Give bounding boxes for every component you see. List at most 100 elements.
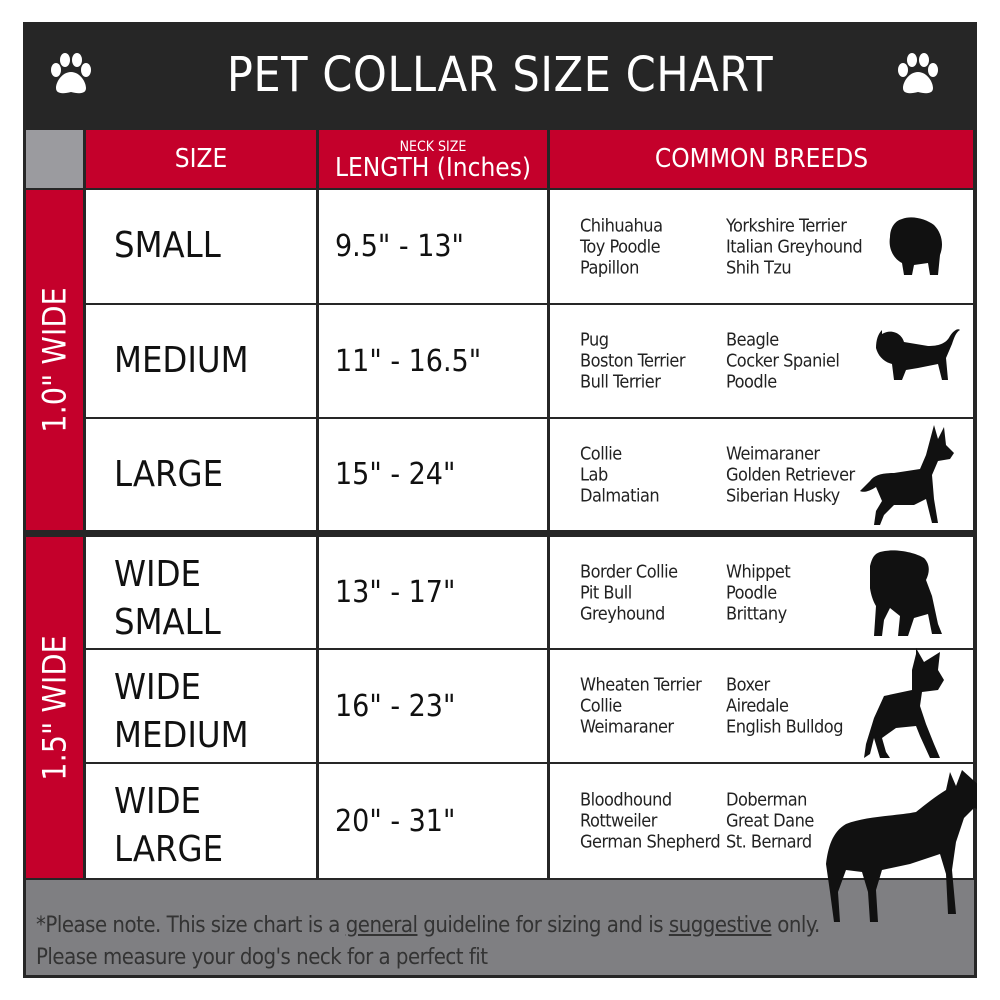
- size-cell: LARGE: [86, 419, 316, 530]
- length-cell: 15" - 24": [319, 419, 547, 530]
- breeds-list-a: Chihuahua Toy Poodle Papillon: [580, 215, 663, 278]
- large-dog-silhouette-icon: [860, 424, 954, 525]
- breed-name: Doberman: [726, 789, 807, 811]
- breed-name: Greyhound: [580, 603, 665, 624]
- page-title: PET COLLAR SIZE CHART: [226, 46, 774, 103]
- bulldog-silhouette-icon: [870, 549, 942, 636]
- breeds-list-b: Yorkshire Terrier Italian Greyhound Shih T…: [726, 215, 863, 278]
- length-value: 9.5" - 13": [335, 229, 464, 264]
- breed-name: Yorkshire Terrier: [726, 215, 847, 236]
- group-label-1-0-wide: 1.0" WIDE: [26, 190, 83, 530]
- length-value: 11" - 16.5": [335, 343, 482, 379]
- breed-name: Whippet: [726, 561, 791, 582]
- header-length-label: LENGTH (Inches): [334, 153, 532, 183]
- length-value: 13" - 17": [335, 575, 456, 610]
- breed-name: German Shepherd: [580, 831, 721, 853]
- size-word: LARGE: [114, 829, 224, 870]
- size-word: LARGE: [114, 454, 224, 495]
- header-length: NECK SIZE LENGTH (Inches): [319, 130, 547, 188]
- header-size-label: SIZE: [174, 144, 228, 174]
- breeds-list-b: Boxer Airedale English Bulldog: [726, 675, 843, 738]
- breed-name: Great Dane: [726, 810, 814, 832]
- breed-name: Bloodhound: [580, 789, 672, 811]
- size-word: MEDIUM: [114, 340, 249, 381]
- size-word: SMALL: [114, 225, 221, 266]
- header-breeds: COMMON BREEDS: [550, 130, 973, 188]
- pitbull-silhouette-icon: [864, 648, 944, 758]
- breeds-cell: Collie Lab Dalmatian Weimaraner Golden Retr…: [550, 419, 973, 530]
- breeds-list-a: Bloodhound Rottweiler German Shepherd: [580, 789, 721, 853]
- small-dog-silhouette-icon: [889, 216, 942, 275]
- header-breeds-label: COMMON BREEDS: [654, 144, 869, 174]
- length-cell: 13" - 17": [319, 537, 547, 648]
- size-word: WIDE: [114, 667, 201, 708]
- breed-name: Shih Tzu: [726, 257, 792, 278]
- breed-name: Pug: [580, 329, 609, 351]
- length-value: 16" - 23": [335, 688, 456, 724]
- footer-underline: general: [345, 913, 418, 938]
- length-cell: 11" - 16.5": [319, 305, 547, 417]
- footer-text: *Please note. This size chart is a: [36, 913, 346, 938]
- breed-name: Boston Terrier: [580, 350, 686, 372]
- breed-name: Dalmatian: [580, 485, 660, 506]
- breed-name: Rottweiler: [580, 810, 657, 832]
- size-cell: WIDE MEDIUM: [86, 650, 316, 762]
- breeds-list-a: Wheaten Terrier Collie Weimaraner: [580, 674, 702, 738]
- breed-name: Airedale: [726, 695, 789, 717]
- breeds-list-a: Border Collie Pit Bull Greyhound: [580, 561, 678, 624]
- breed-name: Italian Greyhound: [726, 236, 863, 257]
- breed-name: Pit Bull: [580, 582, 632, 603]
- breed-name: Collie: [580, 443, 622, 464]
- breeds-list-a: Collie Lab Dalmatian: [580, 443, 660, 506]
- breeds-list-b: Doberman Great Dane St. Bernard: [726, 790, 814, 853]
- group-divider: [23, 530, 977, 537]
- breed-name: Poodle: [726, 582, 777, 603]
- size-cell: MEDIUM: [86, 305, 316, 417]
- breed-name: Siberian Husky: [726, 485, 840, 506]
- length-value: 15" - 24": [335, 457, 456, 492]
- breed-name: Lab: [580, 464, 608, 485]
- footer-text: only.: [771, 913, 820, 938]
- footer-text: guideline for sizing and is: [417, 913, 669, 938]
- breed-name: Collie: [580, 695, 622, 717]
- breeds-cell: Pug Boston Terrier Bull Terrier Beagle Cock…: [550, 305, 973, 417]
- breed-name: Border Collie: [580, 561, 678, 582]
- size-cell: SMALL: [86, 190, 316, 303]
- length-cell: 16" - 23": [319, 650, 547, 762]
- breed-name: Brittany: [726, 603, 787, 624]
- breed-name: Wheaten Terrier: [580, 674, 702, 696]
- header-corner: [26, 130, 83, 188]
- length-cell: 20" - 31": [319, 764, 547, 878]
- breeds-list-b: Beagle Cocker Spaniel Poodle: [726, 329, 840, 393]
- size-word: MEDIUM: [114, 715, 249, 756]
- breed-name: Chihuahua: [580, 215, 663, 236]
- breed-name: Beagle: [726, 329, 779, 351]
- breed-name: Poodle: [726, 371, 777, 393]
- footer-underline: suggestive: [668, 913, 772, 938]
- header-neck-size-label: NECK SIZE: [399, 139, 467, 155]
- medium-dog-silhouette-icon: [876, 329, 960, 380]
- breed-name: Bull Terrier: [580, 371, 661, 393]
- breed-name: Golden Retriever: [726, 464, 855, 485]
- size-word: SMALL: [114, 602, 221, 643]
- size-word: WIDE: [114, 554, 201, 595]
- footer-line-2: Please measure your dog's neck for a per…: [36, 945, 488, 970]
- breed-name: Toy Poodle: [580, 236, 661, 257]
- size-cell: WIDE SMALL: [86, 537, 316, 648]
- breed-name: Papillon: [580, 257, 639, 278]
- breed-name: Cocker Spaniel: [726, 350, 840, 372]
- breed-name: St. Bernard: [726, 831, 812, 853]
- paw-icon: [898, 53, 938, 94]
- breed-name: Weimaraner: [726, 443, 820, 464]
- group-label-text: 1.0" WIDE: [35, 287, 74, 433]
- paw-icon: [51, 53, 91, 94]
- size-cell: WIDE LARGE: [86, 764, 316, 878]
- breed-name: Weimaraner: [580, 716, 674, 738]
- length-cell: 9.5" - 13": [319, 190, 547, 303]
- breeds-list-a: Pug Boston Terrier Bull Terrier: [580, 329, 686, 393]
- breeds-list-b: Whippet Poodle Brittany: [726, 561, 791, 624]
- breeds-list-b: Weimaraner Golden Retriever Siberian Husky: [726, 443, 855, 506]
- footer-note: *Please note. This size chart is a gener…: [26, 880, 974, 975]
- group-label-1-5-wide: 1.5" WIDE: [26, 537, 83, 878]
- size-word: WIDE: [114, 781, 201, 822]
